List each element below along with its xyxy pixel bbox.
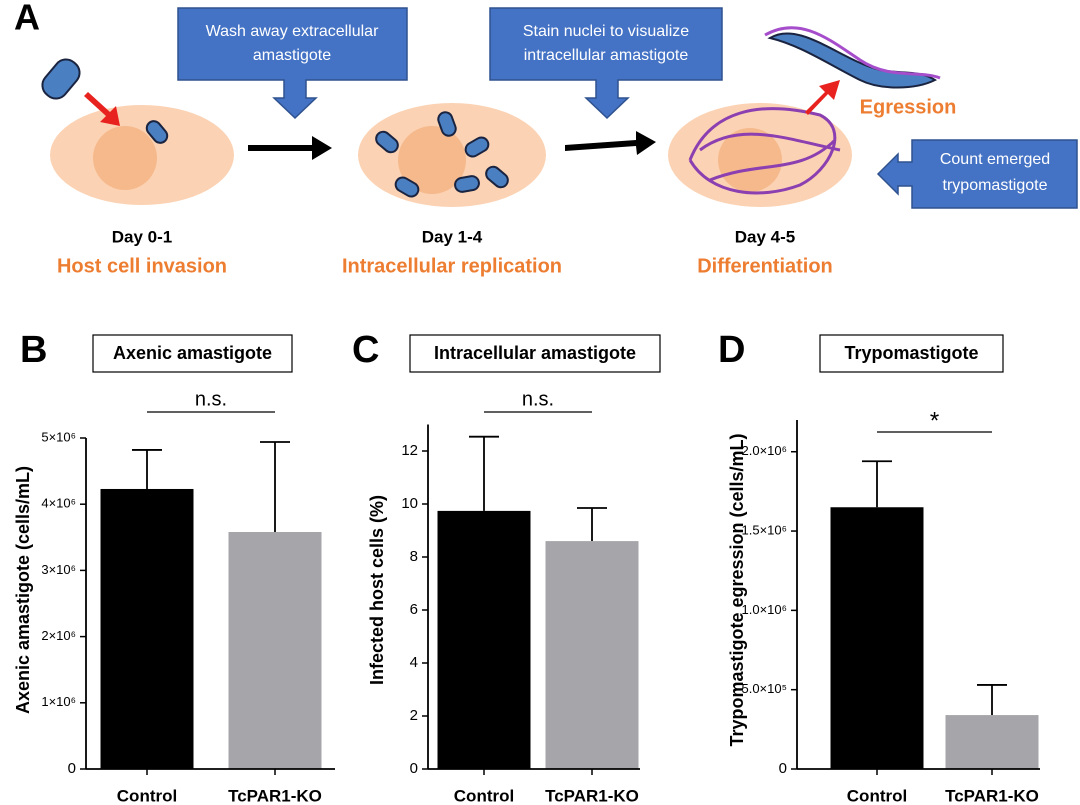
y-tick-label: 1.0×10⁶	[742, 602, 787, 617]
black-arrow	[565, 131, 656, 155]
red-arrow	[84, 92, 120, 126]
panel-letter: B	[20, 329, 47, 371]
nucleus	[93, 126, 157, 190]
x-tick-label: TcPAR1-KO	[945, 786, 1039, 805]
bar	[228, 532, 322, 769]
day-label: Day 4-5	[735, 227, 795, 246]
callout-text: Count emerged	[940, 151, 1050, 168]
y-tick-label: 10	[401, 495, 418, 512]
callout-text: Stain nuclei to visualize	[523, 23, 689, 40]
y-tick-label: 2×10⁶	[41, 628, 76, 643]
title-box	[92, 334, 293, 373]
panel-letter: D	[718, 329, 745, 371]
panel-letter: A	[14, 0, 40, 38]
significance-label: n.s.	[522, 388, 554, 410]
y-tick-label: 3×10⁶	[41, 562, 76, 577]
stage-label: Intracellular replication	[342, 255, 562, 277]
callout-text: intracellular amastigote	[524, 47, 689, 64]
black-arrow	[248, 136, 332, 160]
y-axis-label: Trypomastigote egression (cells/mL)	[727, 433, 747, 746]
stage-label: Host cell invasion	[57, 255, 227, 277]
chart-title: Axenic amastigote	[113, 343, 272, 363]
significance-label: *	[930, 407, 939, 434]
y-tick-label: 0	[779, 760, 787, 777]
callout-text: trypomastigote	[943, 177, 1048, 194]
title-box	[409, 334, 661, 373]
x-tick-label: TcPAR1-KO	[228, 786, 322, 805]
y-tick-label: 1.5×10⁶	[742, 522, 787, 537]
x-tick-label: Control	[847, 786, 907, 805]
bar	[437, 510, 531, 769]
panel-letter: C	[352, 329, 379, 371]
callout	[876, 139, 1078, 209]
y-tick-label: 5×10⁶	[41, 429, 76, 444]
red-arrow	[805, 80, 840, 115]
chart-panel: D Trypomastigote Trypomastigote egression …	[718, 329, 1040, 805]
nucleus	[398, 126, 466, 194]
y-axis-label: Axenic amastigote (cells/mL)	[13, 466, 33, 714]
x-tick-label: Control	[117, 786, 177, 805]
trypomastigotes	[688, 107, 841, 195]
y-tick-label: 4	[410, 654, 418, 671]
y-tick-label: 0	[68, 760, 76, 777]
y-tick-label: 4×10⁶	[41, 496, 76, 511]
y-tick-label: 8	[410, 548, 418, 565]
y-axis-label: Infected host cells (%)	[367, 495, 387, 685]
egression-label: Egression	[860, 96, 957, 118]
y-tick-label: 5.0×10⁵	[741, 681, 787, 696]
day-label: Day 1-4	[422, 227, 483, 246]
chart-title: Trypomastigote	[844, 343, 978, 363]
nucleus	[718, 128, 782, 192]
y-tick-label: 0	[410, 760, 418, 777]
bar	[945, 715, 1039, 769]
bar	[830, 507, 924, 769]
callout	[177, 7, 408, 120]
x-tick-label: TcPAR1-KO	[545, 786, 639, 805]
y-tick-label: 12	[401, 442, 418, 459]
panel-a: A Wash away extracellular amastigo	[14, 0, 1078, 277]
y-tick-label: 6	[410, 601, 418, 618]
x-tick-label: Control	[454, 786, 514, 805]
bar	[545, 541, 639, 769]
chart-panel: C Intracellular amastigote Infected host c…	[352, 329, 661, 805]
callout-text: Wash away extracellular	[206, 23, 379, 40]
chart-title: Intracellular amastigote	[434, 343, 636, 363]
stage-label: Differentiation	[697, 255, 833, 277]
y-tick-label: 2	[410, 707, 418, 724]
day-label: Day 0-1	[112, 227, 172, 246]
y-tick-label: 1×10⁶	[41, 694, 76, 709]
callout-text: amastigote	[253, 47, 331, 64]
significance-label: n.s.	[195, 388, 227, 410]
y-tick-label: 2.0×10⁶	[742, 443, 787, 458]
flagellum	[764, 26, 941, 80]
chart-panel: B Axenic amastigote Axenic amastigote (cel…	[13, 329, 335, 805]
bar	[100, 488, 194, 769]
title-box	[819, 334, 1004, 373]
callout	[489, 7, 723, 120]
